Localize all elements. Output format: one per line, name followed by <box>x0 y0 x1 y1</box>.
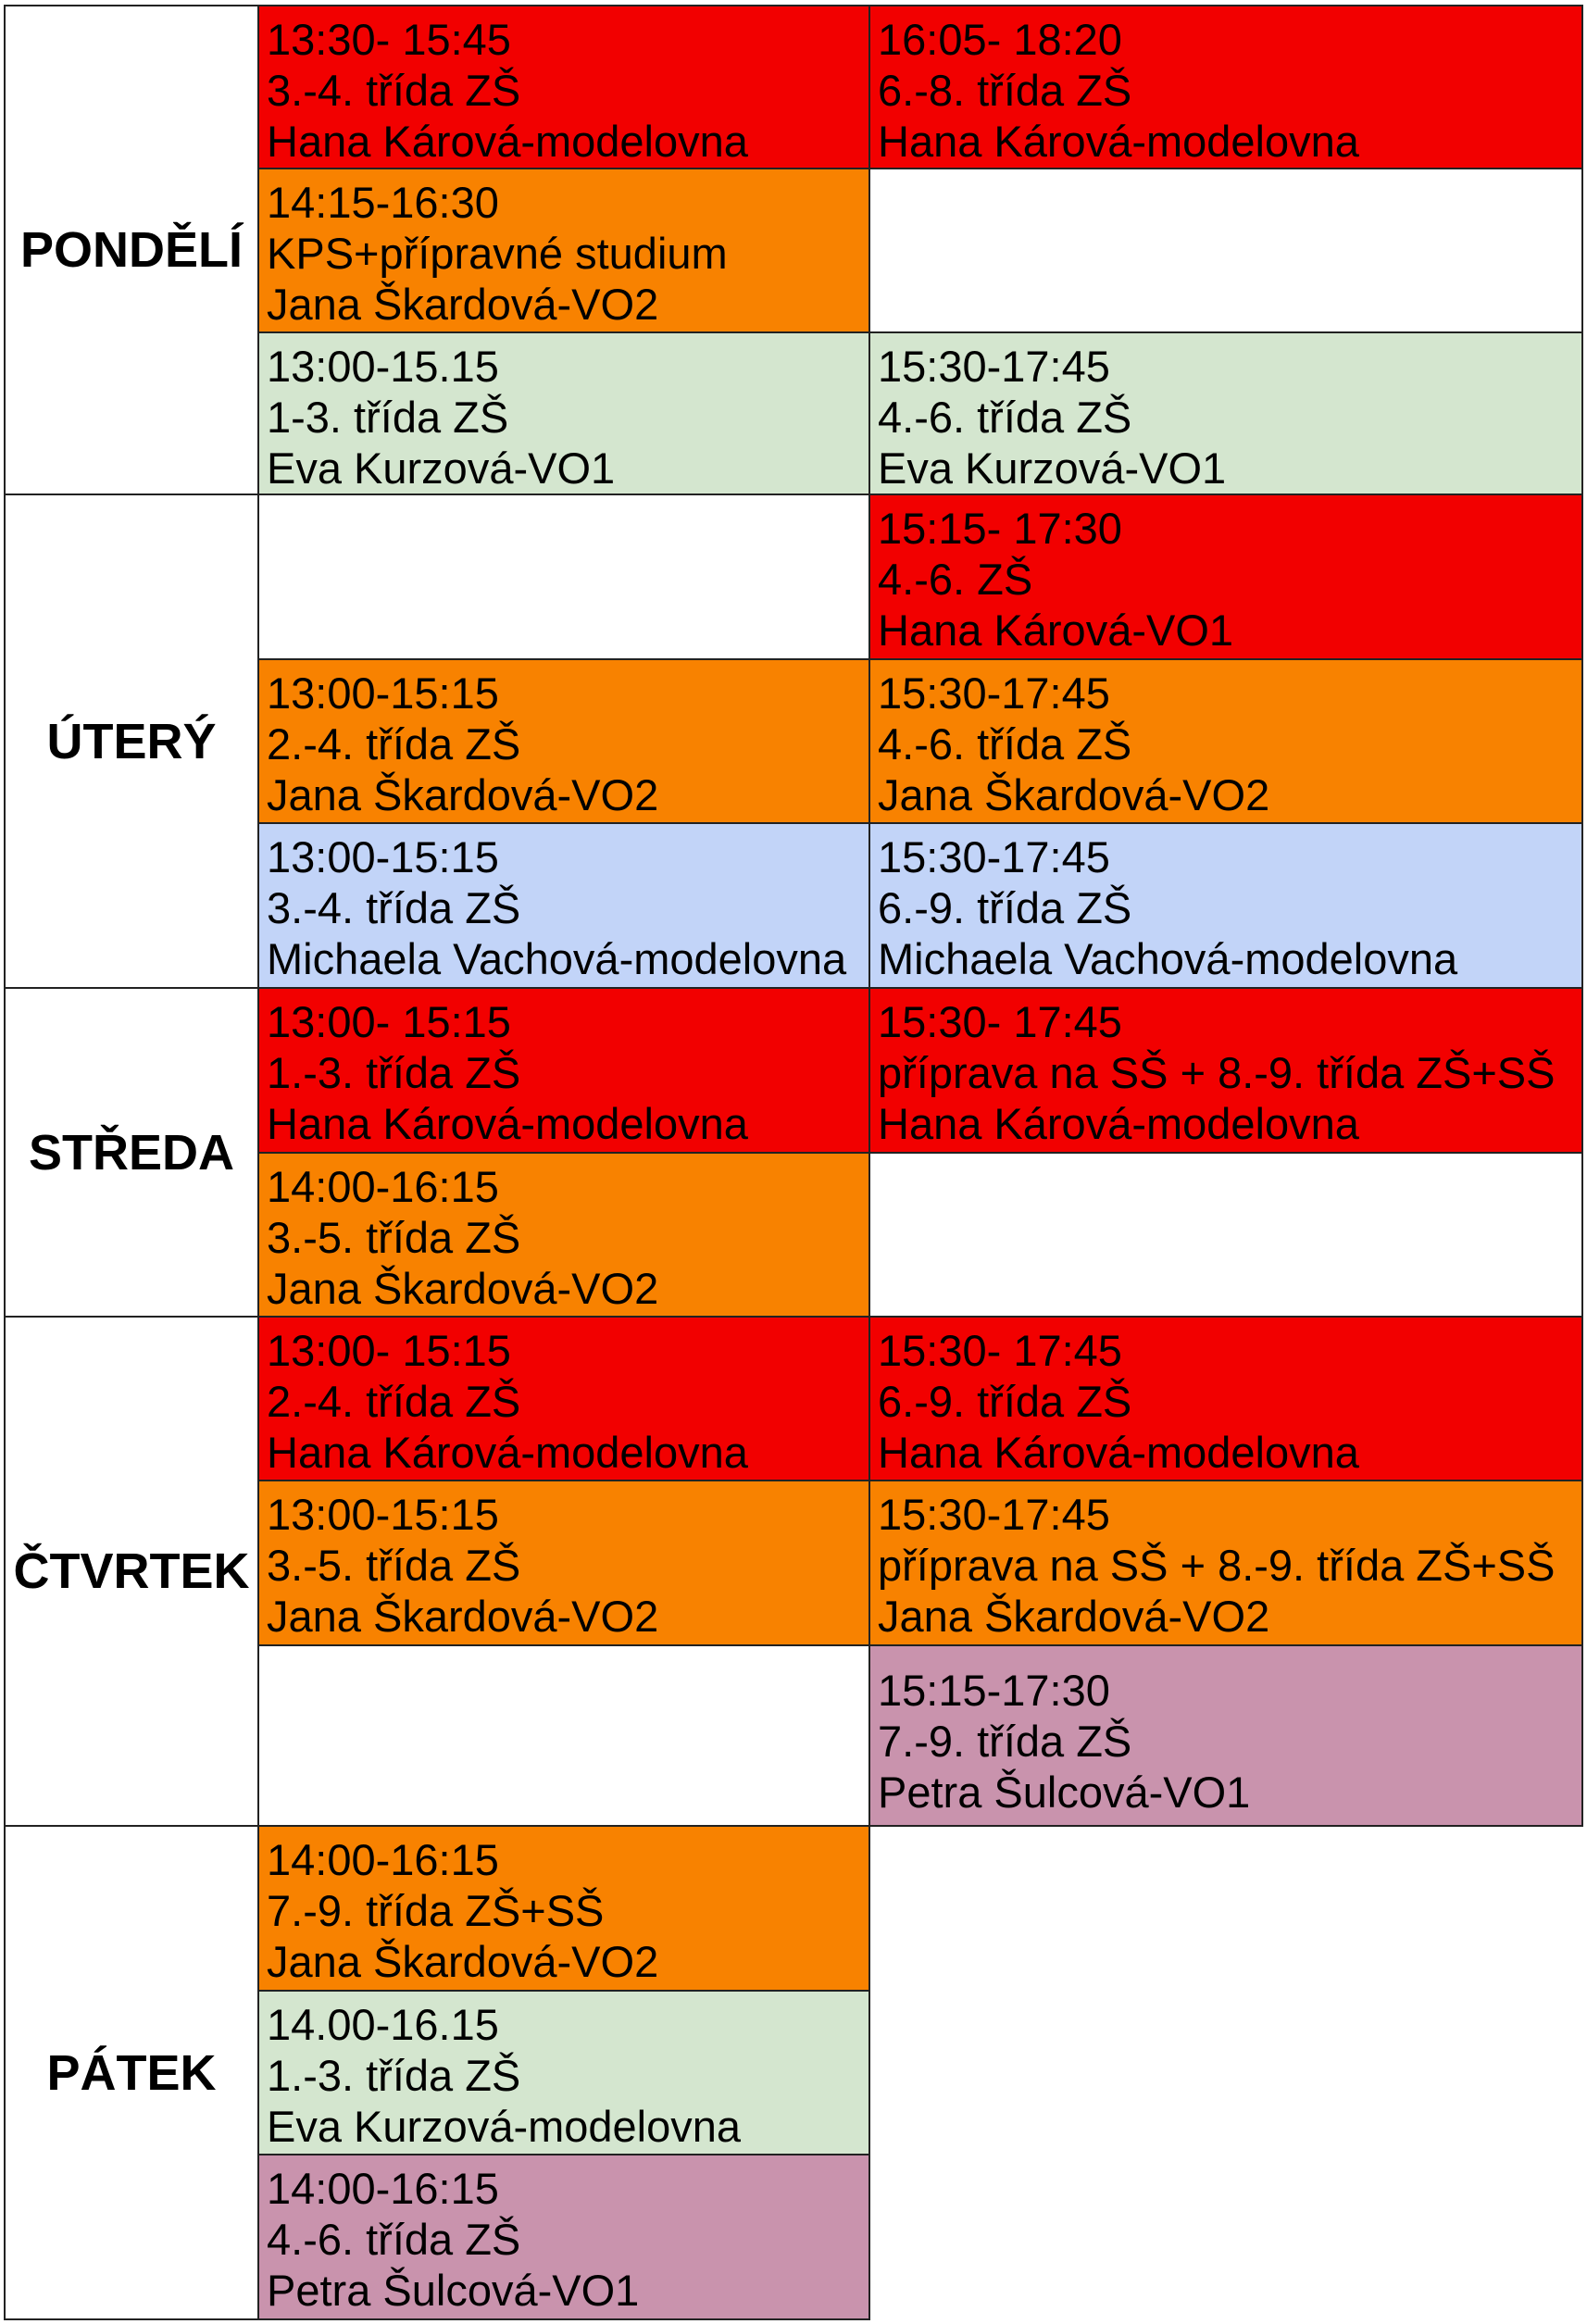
slot-time: 15:30- 17:45 <box>878 997 1122 1046</box>
slot-group: 4.-6. třída ZŠ <box>267 2215 521 2264</box>
slot-group: 6.-9. třída ZŠ <box>878 1377 1132 1426</box>
slot-teacher: Jana Škardová-VO2 <box>267 280 659 329</box>
slot-teacher: Michaela Vachová-modelovna <box>878 934 1458 983</box>
slot-monday-3-2: 15:30-17:45 4.-6. třída ZŠ Eva Kurzová-V… <box>870 333 1583 495</box>
slot-tuesday-1-2: 15:15- 17:30 4.-6. ZŠ Hana Kárová-VO1 <box>870 495 1583 660</box>
slot-time: 13:30- 15:45 <box>267 15 511 64</box>
slot-time: 15:30-17:45 <box>878 1490 1110 1539</box>
slot-tuesday-3-2: 15:30-17:45 6.-9. třída ZŠ Michaela Vach… <box>870 824 1583 989</box>
slot-group: 7.-9. třída ZŠ+SŠ <box>267 1886 605 1935</box>
day-label-thursday: ČTVRTEK <box>4 1318 259 1827</box>
slot-teacher: Petra Šulcová-VO1 <box>878 1768 1251 1817</box>
slot-teacher: Hana Kárová-modelovna <box>267 117 748 166</box>
day-label-text: ÚTERÝ <box>46 713 217 769</box>
day-label-text: STŘEDA <box>28 1124 234 1181</box>
slot-monday-1-2: 16:05- 18:20 6.-8. třída ZŠ Hana Kárová-… <box>870 5 1583 169</box>
slot-group: 4.-6. ZŠ <box>878 555 1033 604</box>
slot-group: 7.-9. třída ZŠ <box>878 1717 1132 1766</box>
slot-time: 15:30- 17:45 <box>878 1326 1122 1375</box>
slot-teacher: Jana Škardová-VO2 <box>267 1937 659 1986</box>
slot-teacher: Hana Kárová-VO1 <box>878 606 1234 655</box>
slot-monday-1-1: 13:30- 15:45 3.-4. třída ZŠ Hana Kárová-… <box>259 5 870 169</box>
slot-friday-1-1: 14:00-16:15 7.-9. třída ZŠ+SŠ Jana Škard… <box>259 1827 870 1992</box>
slot-teacher: Petra Šulcová-VO1 <box>267 2266 640 2315</box>
slot-thursday-1-1: 13:00- 15:15 2.-4. třída ZŠ Hana Kárová-… <box>259 1318 870 1481</box>
slot-tuesday-2-2: 15:30-17:45 4.-6. třída ZŠ Jana Škardová… <box>870 660 1583 824</box>
slot-group: KPS+přípravné studium <box>267 229 728 278</box>
slot-time: 14:15-16:30 <box>267 178 499 227</box>
slot-time: 15:30-17:45 <box>878 668 1110 718</box>
slot-time: 15:15- 17:30 <box>878 504 1122 553</box>
slot-monday-2-1: 14:15-16:30 KPS+přípravné studium Jana Š… <box>259 169 870 333</box>
slot-teacher: Eva Kurzová-VO1 <box>878 444 1227 493</box>
day-label-friday: PÁTEK <box>4 1827 259 2320</box>
empty-slot <box>870 169 1583 333</box>
slot-group: 3.-5. třída ZŠ <box>267 1541 521 1590</box>
slot-teacher: Hana Kárová-modelovna <box>267 1099 748 1148</box>
slot-time: 13:00- 15:15 <box>267 997 511 1046</box>
slot-teacher: Jana Škardová-VO2 <box>878 1592 1270 1641</box>
slot-time: 13:00- 15:15 <box>267 1326 511 1375</box>
slot-group: 3.-4. třída ZŠ <box>267 883 521 932</box>
day-label-tuesday: ÚTERÝ <box>4 495 259 989</box>
slot-time: 15:30-17:45 <box>878 342 1110 391</box>
slot-teacher: Eva Kurzová-VO1 <box>267 444 616 493</box>
slot-teacher: Jana Škardová-VO2 <box>878 770 1270 819</box>
slot-teacher: Hana Kárová-modelovna <box>878 1099 1359 1148</box>
slot-wednesday-2-1: 14:00-16:15 3.-5. třída ZŠ Jana Škardová… <box>259 1154 870 1318</box>
empty-slot <box>259 1646 870 1827</box>
slot-tuesday-3-1: 13:00-15:15 3.-4. třída ZŠ Michaela Vach… <box>259 824 870 989</box>
slot-teacher: Jana Škardová-VO2 <box>267 1592 659 1641</box>
slot-time: 15:15-17:30 <box>878 1666 1110 1715</box>
slot-teacher: Michaela Vachová-modelovna <box>267 934 847 983</box>
slot-teacher: Hana Kárová-modelovna <box>878 1428 1359 1477</box>
slot-teacher: Hana Kárová-modelovna <box>267 1428 748 1477</box>
slot-thursday-1-2: 15:30- 17:45 6.-9. třída ZŠ Hana Kárová-… <box>870 1318 1583 1481</box>
day-label-text: ČTVRTEK <box>13 1543 250 1599</box>
slot-time: 14:00-16:15 <box>267 1162 499 1211</box>
empty-slot <box>259 495 870 660</box>
slot-teacher: Eva Kurzová-modelovna <box>267 2102 742 2151</box>
slot-monday-3-1: 13:00-15.15 1-3. třída ZŠ Eva Kurzová-VO… <box>259 333 870 495</box>
slot-group: 4.-6. třída ZŠ <box>878 393 1132 442</box>
slot-group: 1-3. třída ZŠ <box>267 393 509 442</box>
slot-time: 14:00-16:15 <box>267 1835 499 1884</box>
slot-time: 14:00-16:15 <box>267 2164 499 2213</box>
slot-friday-2-1: 14.00-16.15 1.-3. třída ZŠ Eva Kurzová-m… <box>259 1992 870 2155</box>
day-label-text: PÁTEK <box>46 2044 217 2101</box>
slot-wednesday-1-2: 15:30- 17:45 příprava na SŠ + 8.-9. tříd… <box>870 989 1583 1154</box>
slot-group: příprava na SŠ + 8.-9. třída ZŠ+SŠ <box>878 1048 1556 1097</box>
slot-group: 3.-4. třída ZŠ <box>267 66 521 115</box>
slot-teacher: Jana Škardová-VO2 <box>267 770 659 819</box>
slot-group: příprava na SŠ + 8.-9. třída ZŠ+SŠ <box>878 1541 1556 1590</box>
slot-time: 13:00-15:15 <box>267 668 499 718</box>
slot-time: 15:30-17:45 <box>878 832 1110 881</box>
slot-thursday-3-2: 15:15-17:30 7.-9. třída ZŠ Petra Šulcová… <box>870 1646 1583 1827</box>
slot-group: 2.-4. třída ZŠ <box>267 719 521 768</box>
day-label-monday: PONDĚLÍ <box>4 5 259 495</box>
slot-time: 13:00-15:15 <box>267 832 499 881</box>
slot-group: 1.-3. třída ZŠ <box>267 1048 521 1097</box>
slot-thursday-2-2: 15:30-17:45 příprava na SŠ + 8.-9. třída… <box>870 1481 1583 1646</box>
slot-wednesday-1-1: 13:00- 15:15 1.-3. třída ZŠ Hana Kárová-… <box>259 989 870 1154</box>
day-label-text: PONDĚLÍ <box>19 222 244 278</box>
slot-teacher: Hana Kárová-modelovna <box>878 117 1359 166</box>
slot-time: 16:05- 18:20 <box>878 15 1122 64</box>
slot-group: 3.-5. třída ZŠ <box>267 1213 521 1262</box>
slot-tuesday-2-1: 13:00-15:15 2.-4. třída ZŠ Jana Škardová… <box>259 660 870 824</box>
empty-slot <box>870 1154 1583 1318</box>
slot-group: 6.-9. třída ZŠ <box>878 883 1132 932</box>
slot-thursday-2-1: 13:00-15:15 3.-5. třída ZŠ Jana Škardová… <box>259 1481 870 1646</box>
slot-time: 14.00-16.15 <box>267 2000 499 2049</box>
slot-group: 1.-3. třída ZŠ <box>267 2051 521 2100</box>
slot-time: 13:00-15.15 <box>267 342 499 391</box>
slot-group: 2.-4. třída ZŠ <box>267 1377 521 1426</box>
slot-group: 4.-6. třída ZŠ <box>878 719 1132 768</box>
slot-group: 6.-8. třída ZŠ <box>878 66 1132 115</box>
slot-teacher: Jana Škardová-VO2 <box>267 1264 659 1313</box>
slot-time: 13:00-15:15 <box>267 1490 499 1539</box>
day-label-wednesday: STŘEDA <box>4 989 259 1318</box>
slot-friday-3-1: 14:00-16:15 4.-6. třída ZŠ Petra Šulcová… <box>259 2155 870 2320</box>
